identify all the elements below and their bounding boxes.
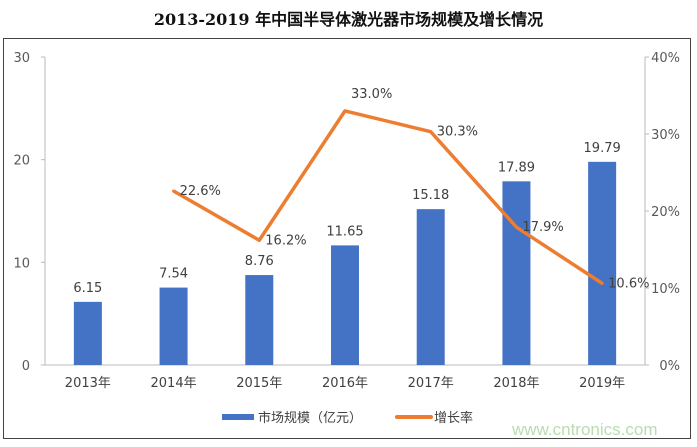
- right-tick-label: 20%: [651, 205, 680, 220]
- line-label: 22.6%: [180, 184, 221, 199]
- bar: [73, 301, 102, 365]
- right-tick-label: 30%: [651, 128, 680, 143]
- x-tick-label: 2018年: [493, 376, 539, 391]
- legend-line-label: 增长率: [434, 410, 473, 426]
- growth-line: [172, 109, 604, 285]
- line-point: [257, 238, 261, 242]
- bar-label: 6.15: [73, 281, 102, 296]
- x-tick-label: 2017年: [408, 376, 454, 391]
- x-tick-label: 2013年: [65, 376, 111, 391]
- line-label: 16.2%: [265, 233, 306, 248]
- legend-bar-swatch: [222, 414, 254, 420]
- bar: [159, 287, 188, 365]
- bar-label: 7.54: [159, 267, 188, 282]
- bar-label: 17.89: [498, 160, 535, 175]
- x-tick-label: 2019年: [579, 376, 625, 391]
- chart-title: 2013-2019 年中国半导体激光器市场规模及增长情况: [153, 10, 544, 29]
- line-point: [343, 109, 347, 113]
- bar-label: 15.18: [412, 188, 449, 203]
- chart-frame: [3, 38, 691, 439]
- x-tick-label: 2015年: [236, 376, 282, 391]
- x-tick-label: 2016年: [322, 376, 368, 391]
- line-label: 33.0%: [351, 87, 392, 102]
- bar-label: 19.79: [584, 141, 621, 156]
- bar: [588, 161, 617, 365]
- x-tick-label: 2014年: [151, 376, 197, 391]
- left-tick-label: 30: [13, 51, 30, 66]
- left-tick-label: 0: [22, 359, 30, 374]
- bar: [502, 181, 531, 365]
- line-label: 30.3%: [437, 125, 478, 140]
- bar: [416, 209, 445, 365]
- left-tick-label: 10: [13, 256, 30, 271]
- line-label: 10.6%: [608, 276, 649, 291]
- line-point: [600, 281, 604, 285]
- line-point: [172, 189, 176, 193]
- bar: [331, 245, 359, 365]
- line-label: 17.9%: [522, 220, 563, 235]
- line-point: [429, 130, 433, 134]
- bar-label: 8.76: [245, 254, 274, 269]
- right-tick-label: 0%: [659, 359, 680, 374]
- right-tick-label: 40%: [651, 51, 680, 66]
- watermark: www.cntronics.com: [512, 420, 658, 439]
- bar: [245, 275, 274, 365]
- right-tick-label: 10%: [651, 282, 680, 297]
- line-point: [514, 225, 518, 229]
- bar-label: 11.65: [326, 224, 363, 239]
- left-tick-label: 20: [13, 154, 30, 169]
- legend-bar-label: 市场规模（亿元）: [258, 410, 362, 426]
